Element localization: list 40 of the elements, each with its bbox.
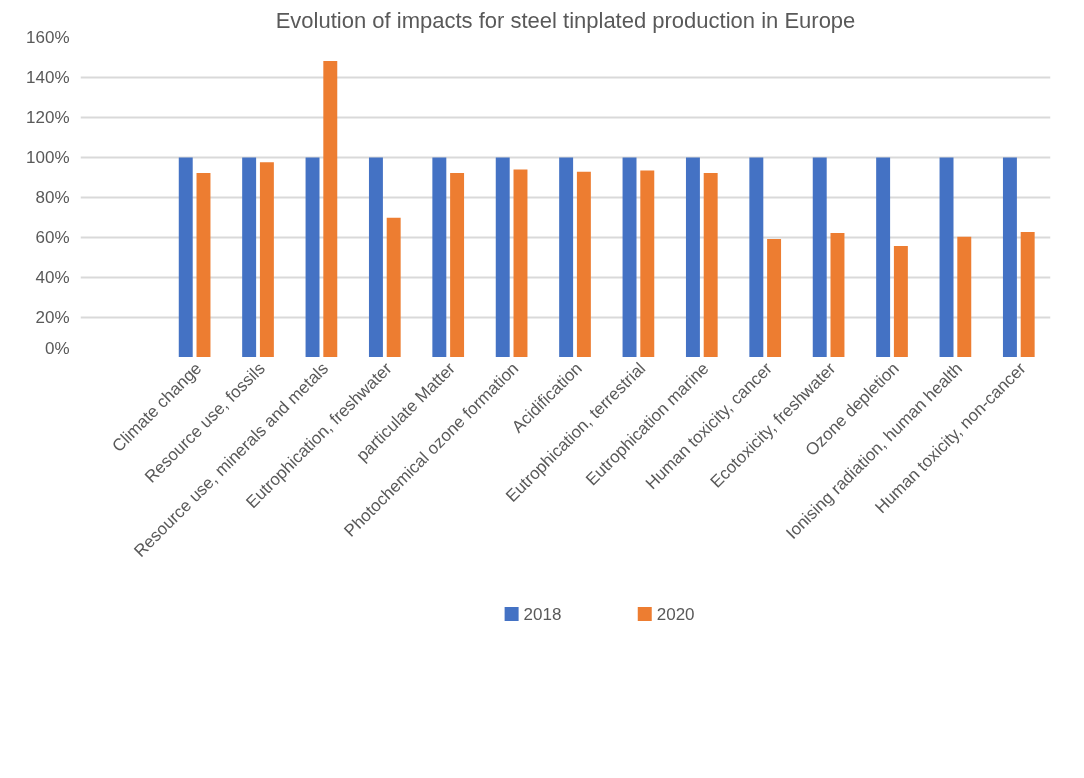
y-tick-label: 40% (35, 268, 70, 287)
bar (178, 157, 193, 357)
bar (450, 173, 465, 357)
bar (876, 157, 891, 357)
legend-label: 2018 (523, 605, 562, 624)
bar (495, 157, 510, 357)
bar (576, 171, 591, 357)
bar (893, 246, 908, 357)
y-tick-label: 140% (26, 68, 70, 87)
bar (622, 157, 637, 357)
bar (685, 157, 700, 357)
y-tick-label: 120% (26, 108, 70, 127)
y-tick-label: 80% (35, 188, 70, 207)
bar (767, 238, 782, 357)
bar (1020, 231, 1035, 357)
bar (368, 157, 383, 357)
bar (703, 173, 718, 357)
bar (559, 157, 574, 357)
bar (939, 157, 954, 357)
bar (957, 236, 972, 357)
bar (749, 157, 764, 357)
bar (386, 217, 401, 357)
bar (323, 60, 338, 357)
y-tick-label: 100% (26, 148, 70, 167)
bar (432, 157, 447, 357)
bar (305, 157, 320, 357)
y-tick-label: 0% (44, 338, 70, 358)
bar (830, 233, 845, 357)
bar (812, 157, 827, 357)
bar (513, 169, 528, 357)
y-tick-label: 20% (35, 308, 70, 327)
legend-label: 2020 (656, 605, 695, 624)
y-tick-label: 160% (26, 28, 70, 47)
chart-title: Evolution of impacts for steel tinplated production in Europe (275, 7, 856, 33)
bar (196, 173, 211, 357)
y-tick-label: 60% (35, 228, 70, 247)
bar (242, 157, 257, 357)
bar (259, 162, 274, 357)
bar (1002, 157, 1017, 357)
bar (640, 170, 655, 357)
